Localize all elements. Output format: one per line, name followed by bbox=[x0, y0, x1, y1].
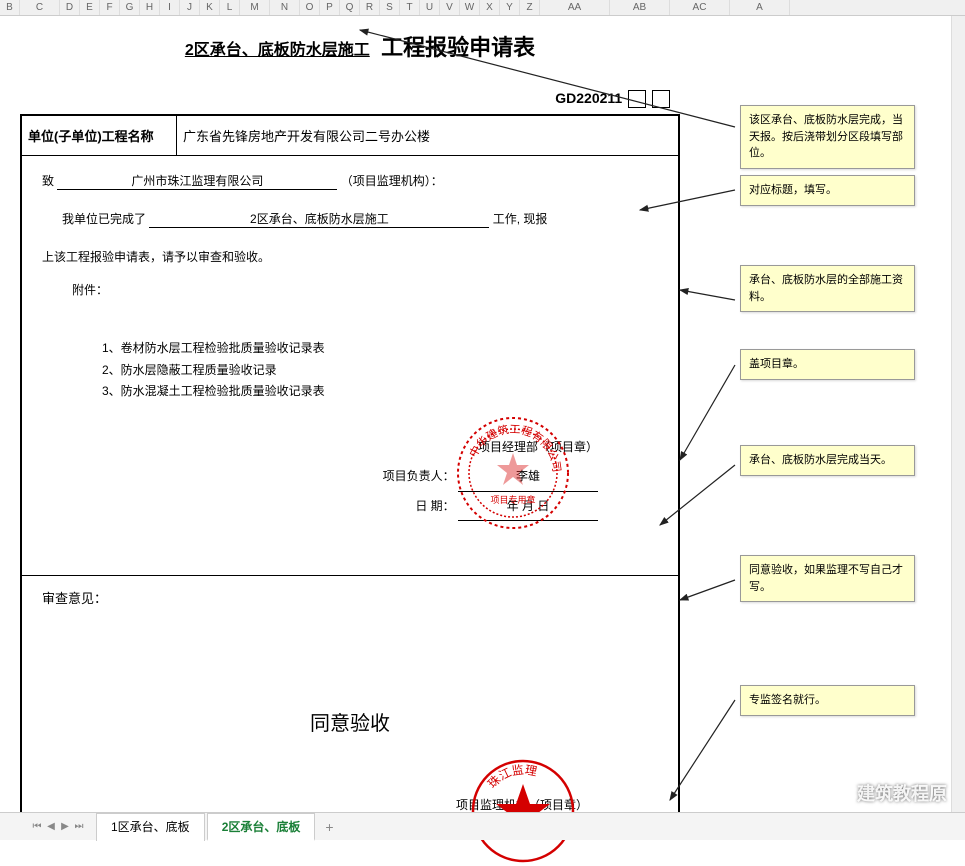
done-prefix: 我单位已完成了 bbox=[62, 212, 146, 226]
tab-nav-prev[interactable]: ◀ bbox=[44, 821, 58, 832]
watermark-text: 建筑教程原 bbox=[857, 780, 947, 806]
col-header[interactable]: AC bbox=[670, 0, 730, 15]
comment-box[interactable]: 承台、底板防水层完成当天。 bbox=[740, 445, 915, 476]
attachment-item: 1、卷材防水层工程检验批质量验收记录表 bbox=[102, 338, 658, 360]
review-text[interactable]: 同意验收 bbox=[42, 707, 658, 736]
sheet-tab[interactable]: 1区承台、底板 bbox=[96, 813, 205, 841]
col-header[interactable]: Y bbox=[500, 0, 520, 15]
date-value[interactable]: 年 月 日 bbox=[458, 492, 598, 522]
sheet-tab[interactable]: 2区承台、底板 bbox=[207, 813, 316, 841]
subtitle: 2区承台、底板防水层施工 bbox=[185, 42, 370, 59]
col-header[interactable]: J bbox=[180, 0, 200, 15]
to-line: 致 广州市珠江监理有限公司 （项目监理机构）： bbox=[42, 172, 658, 190]
unit-row: 单位(子单位)工程名称 广东省先锋房地产开发有限公司二号办公楼 bbox=[22, 116, 678, 156]
leader-value[interactable]: 李雄 bbox=[458, 462, 598, 492]
column-headers: BCDEFGHIJKLMNOPQRSTUVWXYZAAABACA bbox=[0, 0, 965, 16]
col-header[interactable]: E bbox=[80, 0, 100, 15]
col-header[interactable]: T bbox=[400, 0, 420, 15]
col-header[interactable]: S bbox=[380, 0, 400, 15]
body-section: 致 广州市珠江监理有限公司 （项目监理机构）： 我单位已完成了 2区承台、底板防… bbox=[22, 156, 678, 576]
main-title: 工程报验申请表 bbox=[381, 35, 535, 60]
comment-box[interactable]: 同意验收，如果监理不写自己才写。 bbox=[740, 555, 915, 602]
wechat-icon bbox=[829, 782, 851, 804]
col-header[interactable]: G bbox=[120, 0, 140, 15]
dept-label: 项目经理部（项目章） bbox=[42, 433, 598, 462]
col-header[interactable]: K bbox=[200, 0, 220, 15]
col-header[interactable]: H bbox=[140, 0, 160, 15]
comment-box[interactable]: 承台、底板防水层的全部施工资料。 bbox=[740, 265, 915, 312]
gd-box-2 bbox=[652, 90, 670, 108]
tab-bar: ⏮ ◀ ▶ ⏭ 1区承台、底板2区承台、底板 + bbox=[0, 812, 965, 840]
watermark: 建筑教程原 bbox=[829, 780, 947, 806]
col-header[interactable]: D bbox=[60, 0, 80, 15]
col-header[interactable]: M bbox=[240, 0, 270, 15]
comment-box[interactable]: 盖项目章。 bbox=[740, 349, 915, 380]
col-header[interactable]: X bbox=[480, 0, 500, 15]
col-header[interactable]: C bbox=[20, 0, 60, 15]
comment-box[interactable]: 对应标题，填写。 bbox=[740, 175, 915, 206]
to-value[interactable]: 广州市珠江监理有限公司 bbox=[57, 172, 337, 190]
document-area: 2区承台、底板防水层施工 工程报验申请表 GD220211 单位(子单位)工程名… bbox=[20, 20, 700, 820]
unit-value[interactable]: 广东省先锋房地产开发有限公司二号办公楼 bbox=[177, 116, 678, 155]
svg-text:珠江监理: 珠江监理 bbox=[485, 763, 538, 791]
attach-list: 1、卷材防水层工程检验批质量验收记录表2、防水层隐蔽工程质量验收记录3、防水混凝… bbox=[102, 338, 658, 403]
to-suffix: （项目监理机构）： bbox=[341, 174, 443, 188]
tab-nav-next[interactable]: ▶ bbox=[58, 821, 72, 832]
form-table: 单位(子单位)工程名称 广东省先锋房地产开发有限公司二号办公楼 致 广州市珠江监… bbox=[20, 114, 680, 838]
col-header[interactable]: A bbox=[730, 0, 790, 15]
done-suffix: 工作, 现报 bbox=[493, 212, 548, 226]
unit-label: 单位(子单位)工程名称 bbox=[22, 116, 177, 155]
date-label: 日 期： bbox=[415, 499, 454, 513]
done-value[interactable]: 2区承台、底板防水层施工 bbox=[149, 210, 489, 228]
para3: 上该工程报验申请表，请予以审查和验收。 bbox=[42, 248, 658, 265]
col-header[interactable]: I bbox=[160, 0, 180, 15]
attach-label: 附件： bbox=[72, 281, 658, 298]
review-section: 审查意见： 同意验收 项目监理机构（项目章） 珠江监理 bbox=[22, 576, 678, 836]
col-header[interactable]: W bbox=[460, 0, 480, 15]
col-header[interactable]: O bbox=[300, 0, 320, 15]
gd-code-row: GD220211 bbox=[20, 90, 700, 108]
signature-block: 中华建筑工程有限公司 项目专用章 项目经理部（项目章） 项目负责人： 李雄 日 … bbox=[42, 433, 658, 521]
leader-label: 项目负责人： bbox=[383, 469, 455, 483]
col-header[interactable]: Z bbox=[520, 0, 540, 15]
col-header[interactable]: B bbox=[0, 0, 20, 15]
tab-nav: ⏮ ◀ ▶ ⏭ bbox=[30, 821, 86, 832]
gd-box-1 bbox=[628, 90, 646, 108]
tab-nav-last[interactable]: ⏭ bbox=[72, 821, 86, 832]
review-sig: 项目监理机构（项目章） bbox=[42, 796, 658, 813]
col-header[interactable]: AA bbox=[540, 0, 610, 15]
col-header[interactable]: P bbox=[320, 0, 340, 15]
col-header[interactable]: F bbox=[100, 0, 120, 15]
comment-box[interactable]: 该区承台、底板防水层完成，当天报。按后浇带划分区段填写部位。 bbox=[740, 105, 915, 169]
col-header[interactable]: AB bbox=[610, 0, 670, 15]
comment-box[interactable]: 专监签名就行。 bbox=[740, 685, 915, 716]
col-header[interactable]: N bbox=[270, 0, 300, 15]
done-line: 我单位已完成了 2区承台、底板防水层施工 工作, 现报 bbox=[62, 210, 658, 228]
scrollbar-vertical[interactable] bbox=[951, 16, 965, 812]
title-row: 2区承台、底板防水层施工 工程报验申请表 bbox=[20, 30, 700, 62]
col-header[interactable]: R bbox=[360, 0, 380, 15]
to-prefix: 致 bbox=[42, 174, 54, 188]
attachment-item: 2、防水层隐蔽工程质量验收记录 bbox=[102, 360, 658, 382]
attachment-item: 3、防水混凝土工程检验批质量验收记录表 bbox=[102, 381, 658, 403]
review-label: 审查意见： bbox=[42, 588, 658, 607]
tab-add[interactable]: + bbox=[317, 817, 341, 837]
col-header[interactable]: U bbox=[420, 0, 440, 15]
tab-nav-first[interactable]: ⏮ bbox=[30, 821, 44, 832]
col-header[interactable]: V bbox=[440, 0, 460, 15]
gd-code: GD220211 bbox=[555, 90, 622, 106]
col-header[interactable]: Q bbox=[340, 0, 360, 15]
col-header[interactable]: L bbox=[220, 0, 240, 15]
